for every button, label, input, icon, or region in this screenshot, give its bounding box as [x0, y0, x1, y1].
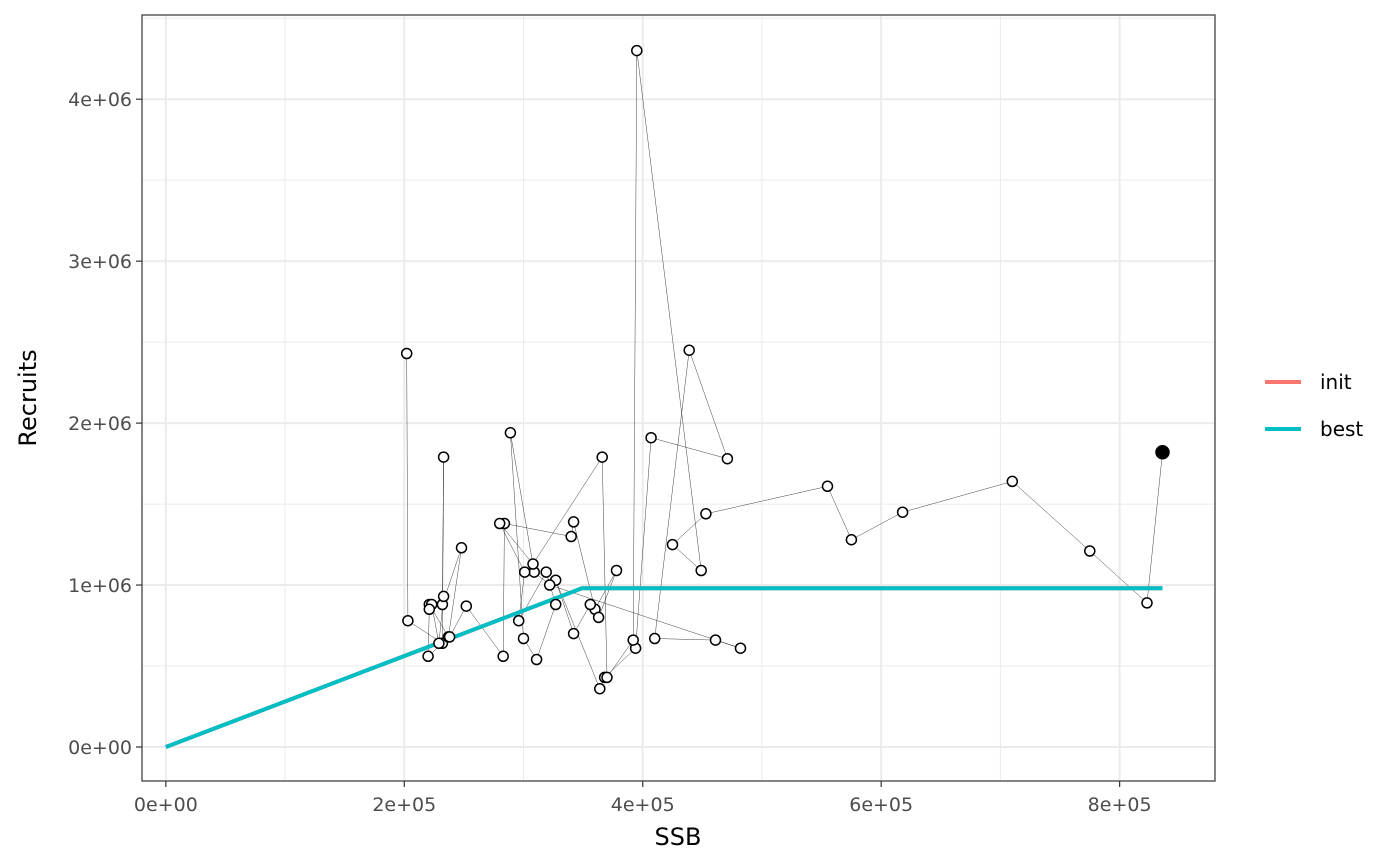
y-tick-label: 0e+00 — [68, 737, 132, 759]
observation-point — [845, 533, 858, 546]
observation-point — [648, 632, 661, 645]
observation-point — [504, 427, 517, 439]
x-tick-label: 4e+05 — [611, 794, 675, 816]
observation-point — [400, 347, 413, 360]
y-tick-label: 1e+06 — [68, 575, 132, 597]
y-tick-label: 2e+06 — [68, 413, 132, 435]
observation-point — [460, 600, 473, 612]
observation-point — [493, 517, 506, 530]
observation-point — [601, 671, 613, 684]
legend-label-best: best — [1320, 417, 1363, 441]
observation-point — [596, 451, 608, 463]
y-tick-label: 3e+06 — [68, 251, 132, 273]
x-tick-label: 6e+05 — [849, 794, 913, 816]
observation-point — [645, 431, 657, 444]
major-gridlines — [142, 15, 1215, 781]
fit-line-best — [165, 586, 1163, 749]
observation-points — [400, 44, 1170, 695]
observation-point — [584, 598, 597, 611]
observation-point — [527, 558, 539, 570]
observation-point — [530, 653, 543, 666]
observation-point — [700, 508, 712, 520]
observation-point — [610, 564, 623, 577]
observation-point — [437, 590, 450, 603]
observation-point — [683, 344, 695, 356]
observation-point — [543, 579, 556, 591]
y-tick-label: 4e+06 — [68, 89, 132, 111]
observation-point — [437, 451, 450, 463]
observation-point — [540, 566, 552, 578]
observation-point — [1141, 597, 1153, 609]
observation-point — [455, 542, 468, 554]
observation-point — [1006, 475, 1019, 488]
observation-point — [627, 634, 639, 646]
x-tick-label: 0e+00 — [134, 794, 198, 816]
x-tick-label: 2e+05 — [372, 794, 436, 816]
observation-point — [896, 506, 909, 518]
observation-point — [594, 682, 606, 695]
x-axis-title: SSB — [655, 823, 702, 851]
observation-point — [734, 642, 747, 654]
observation-point — [423, 603, 436, 616]
observation-point — [433, 637, 445, 650]
panel-border — [141, 14, 1216, 782]
plot-panel — [141, 14, 1216, 782]
observation-point — [512, 614, 525, 627]
observation-point — [517, 632, 530, 645]
x-axis: 0e+00 2e+05 4e+05 6e+05 8e+05 — [134, 781, 1152, 816]
observation-point — [567, 516, 580, 528]
observation-point — [567, 627, 580, 640]
observation-point — [565, 530, 577, 543]
observation-point — [497, 650, 509, 663]
legend: init best — [1265, 370, 1363, 441]
fitted-curves — [165, 586, 1163, 749]
observation-point — [821, 480, 834, 493]
observation-point — [721, 452, 734, 465]
observation-point — [402, 614, 414, 627]
y-axis: 0e+00 1e+06 2e+06 3e+06 4e+06 — [68, 89, 142, 759]
legend-label-init: init — [1320, 370, 1352, 394]
x-tick-label: 8e+05 — [1088, 794, 1152, 816]
observation-point — [592, 611, 605, 624]
observation-point — [631, 44, 643, 57]
y-axis-title: Recruits — [14, 349, 42, 446]
observation-point — [549, 598, 562, 611]
observation-point — [518, 566, 531, 578]
observation-point — [695, 564, 707, 577]
observation-point — [666, 538, 679, 551]
latest-observation-point — [1155, 445, 1170, 460]
observation-point — [1084, 545, 1096, 557]
observation-point — [422, 650, 434, 663]
observation-point — [709, 634, 722, 646]
minor-gridlines — [142, 15, 1215, 781]
panel-background — [142, 15, 1215, 781]
observation-point — [443, 631, 456, 643]
